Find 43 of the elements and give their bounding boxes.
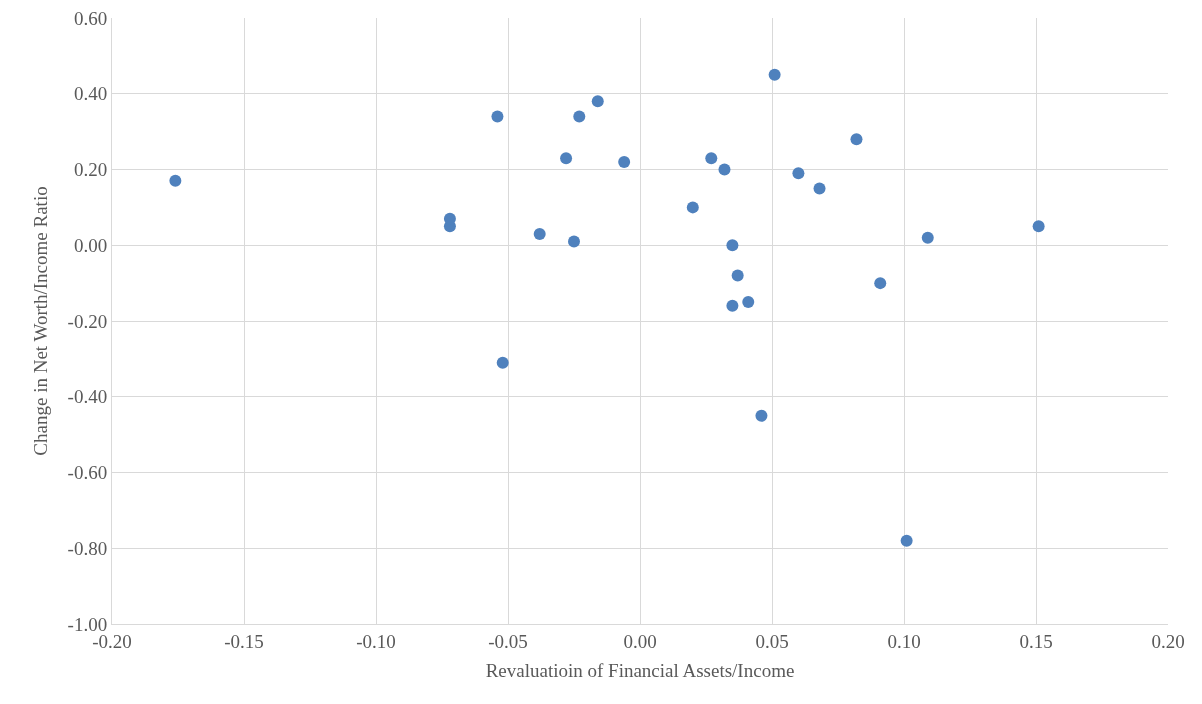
point [496,356,509,369]
point [900,534,913,547]
point [792,167,805,180]
point [718,163,731,176]
point [491,110,504,123]
x-tick-label: 0.20 [1151,630,1185,652]
x-tick-label: 0.05 [755,630,789,652]
x-axis-title: Revaluatioin of Financial Assets/Income [485,659,795,681]
point [726,299,739,312]
x-tick-label: 0.10 [887,630,921,652]
point [705,152,718,165]
y-tick-label: -0.80 [67,537,108,559]
y-tick-label: -0.20 [67,310,108,332]
x-tick-label: 0.00 [623,630,657,652]
point [686,201,699,214]
point [755,409,768,422]
y-axis-title: Change in Net Worth/Income Ratio [30,186,52,456]
y-tick-label: 0.20 [73,159,108,181]
point [850,133,863,146]
y-tick-label: 0.60 [73,7,108,29]
y-tick-label: 0.00 [73,234,108,256]
point [813,182,826,195]
y-tick-label: 0.40 [73,83,108,105]
point [1032,220,1045,233]
point [568,235,580,248]
point [921,231,934,244]
point [169,174,182,187]
point [533,227,546,240]
point [742,296,755,309]
point [726,239,739,252]
point [560,152,573,165]
x-tick-label: -0.10 [356,630,396,652]
point [874,277,887,290]
y-tick-label: -0.40 [67,386,108,408]
x-tick-label: -0.05 [488,630,528,652]
x-tick-label: -0.15 [224,630,264,652]
point [618,155,631,168]
x-tick-label: 0.15 [1019,630,1053,652]
point [731,269,744,282]
point [573,110,586,123]
point [591,95,604,108]
y-tick-label: -0.60 [67,462,108,484]
point [768,68,781,81]
